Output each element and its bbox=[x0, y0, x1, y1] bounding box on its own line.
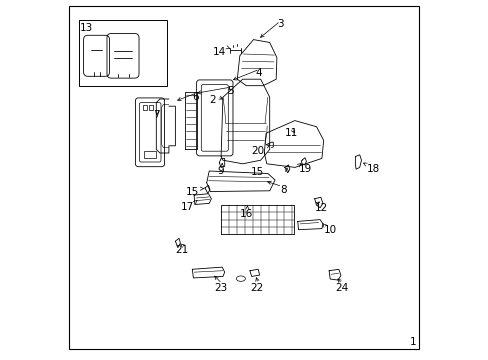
Text: 19: 19 bbox=[298, 164, 311, 174]
Text: 11: 11 bbox=[284, 128, 297, 138]
Bar bbox=[79, 20, 167, 86]
Text: 21: 21 bbox=[175, 245, 188, 255]
Bar bbox=[149, 105, 153, 110]
Text: 13: 13 bbox=[80, 23, 93, 33]
Text: 1: 1 bbox=[409, 337, 416, 347]
Text: 2: 2 bbox=[209, 95, 215, 105]
Text: 8: 8 bbox=[280, 185, 286, 195]
Bar bbox=[142, 105, 147, 110]
Text: 16: 16 bbox=[239, 209, 252, 219]
Text: 17: 17 bbox=[181, 202, 194, 212]
Text: 7: 7 bbox=[153, 110, 159, 120]
Text: 12: 12 bbox=[314, 203, 327, 213]
Text: 5: 5 bbox=[226, 86, 233, 96]
Text: 22: 22 bbox=[250, 283, 263, 293]
Text: 14: 14 bbox=[213, 47, 226, 57]
Text: 3: 3 bbox=[277, 19, 283, 29]
Text: 20: 20 bbox=[251, 146, 264, 156]
Text: 10: 10 bbox=[323, 225, 336, 235]
Text: 24: 24 bbox=[334, 283, 347, 293]
Text: 23: 23 bbox=[214, 283, 227, 293]
Text: 9: 9 bbox=[217, 166, 224, 176]
Bar bbox=[144, 151, 156, 158]
Text: 15: 15 bbox=[250, 167, 264, 177]
Text: 18: 18 bbox=[366, 164, 379, 174]
Text: 6: 6 bbox=[192, 92, 199, 102]
Text: 15: 15 bbox=[186, 187, 199, 197]
Text: 4: 4 bbox=[255, 68, 262, 78]
